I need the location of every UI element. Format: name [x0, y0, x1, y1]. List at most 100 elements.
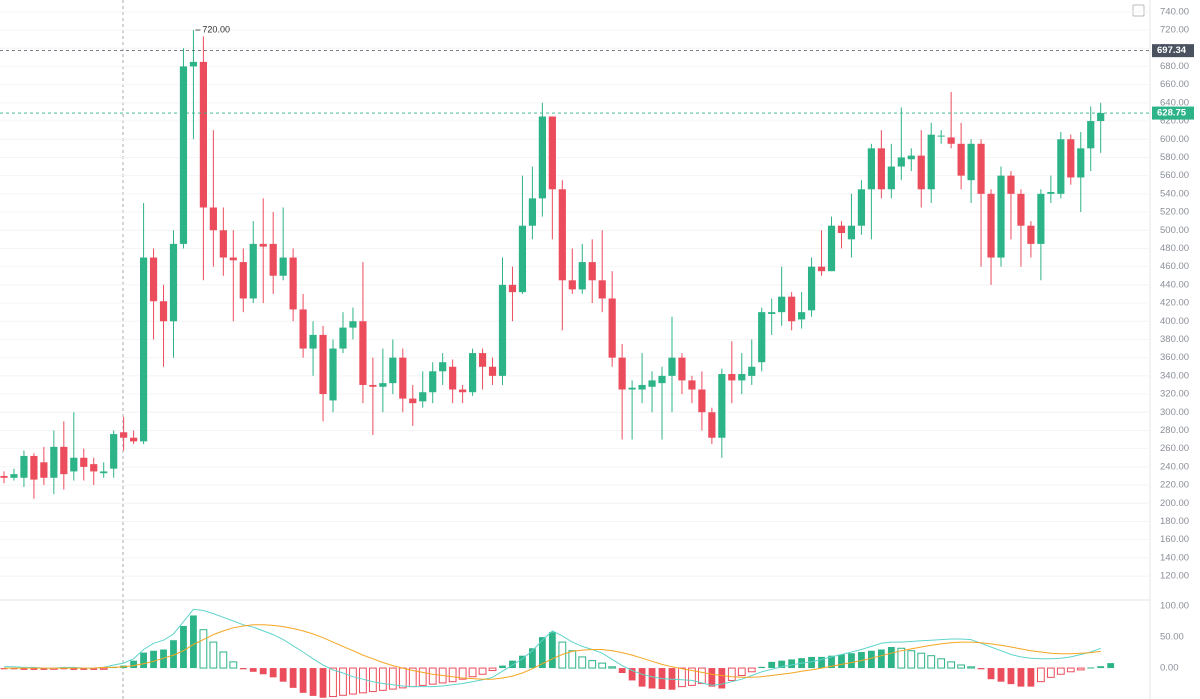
candle-body: [120, 432, 128, 438]
candle-body: [249, 243, 257, 299]
histogram-bar: [1107, 663, 1115, 669]
candle-body: [359, 321, 367, 385]
histogram-bar: [289, 668, 297, 688]
settings-icon[interactable]: [1132, 4, 1145, 17]
histogram-bar: [1017, 668, 1025, 687]
histogram-bar: [170, 640, 177, 669]
histogram-bar: [678, 667, 686, 688]
candle-body: [817, 266, 826, 272]
y-tick-label: 740.00: [1160, 6, 1189, 17]
candle-body: [977, 143, 985, 194]
histogram-bar: [319, 668, 327, 698]
histogram-bar: [488, 667, 497, 672]
histogram-bar: [519, 655, 526, 669]
histogram-bar: [708, 668, 716, 687]
histogram-bar: [279, 668, 287, 682]
candle-body: [139, 257, 148, 442]
histogram-bar: [838, 654, 845, 669]
candle-body: [867, 148, 875, 190]
candle-body: [60, 446, 68, 475]
candle-body: [698, 389, 706, 413]
histogram-bar: [509, 660, 516, 669]
y-tick-label: 160.00: [1160, 534, 1189, 545]
candle-body: [468, 353, 477, 393]
candle-body: [518, 225, 527, 293]
candle-body: [379, 383, 387, 387]
candle-body: [628, 387, 636, 390]
histogram-bar: [398, 667, 407, 689]
histogram-bar: [1046, 667, 1055, 678]
histogram-bar: [309, 668, 317, 696]
y-tick-label: 360.00: [1160, 352, 1189, 363]
histogram-bar: [329, 667, 337, 698]
y-tick-label: 520.00: [1160, 207, 1189, 218]
candle-body: [658, 375, 666, 384]
histogram-bar: [150, 650, 157, 669]
histogram-bar: [828, 655, 835, 669]
labels: 120.00 140.00 160.00 180.00 200.00 220.00 240.…: [202, 6, 1194, 674]
candle-body: [798, 312, 806, 320]
y-tick-label: 320.00: [1160, 389, 1189, 400]
y-tick-label: 140.00: [1160, 552, 1189, 563]
histogram-bar: [947, 661, 956, 669]
histogram-bar: [70, 668, 78, 670]
histogram-bar: [648, 668, 656, 689]
histogram-bar: [60, 668, 68, 670]
y-tick-label: 480.00: [1160, 243, 1189, 254]
histogram-bar: [478, 667, 487, 675]
y-tick-label: 400.00: [1160, 316, 1189, 327]
candle-body: [279, 257, 287, 276]
candle-body: [189, 61, 198, 67]
y-tick-label: 240.00: [1160, 461, 1189, 472]
candle-body: [159, 301, 168, 322]
candle-body: [947, 137, 955, 144]
marks: [0, 29, 1150, 698]
candle-body: [997, 175, 1005, 258]
histogram-bar: [548, 632, 556, 669]
candle-body: [1087, 121, 1095, 149]
histogram-bar: [40, 668, 48, 670]
candle-body: [70, 457, 78, 472]
candle-body: [588, 262, 596, 281]
high-marker-label: 720.00: [202, 24, 230, 34]
histogram-bar: [30, 668, 38, 670]
candle-body: [488, 366, 497, 376]
histogram-bar: [538, 637, 546, 669]
histogram-bar: [458, 667, 467, 680]
candle-body: [618, 357, 626, 390]
candle-body: [349, 321, 357, 328]
histogram-bar: [1036, 667, 1045, 683]
candle-body: [1077, 148, 1085, 178]
histogram-bar: [180, 625, 187, 669]
candle-body: [498, 284, 507, 376]
histogram-bar: [1097, 666, 1105, 669]
candle-body: [897, 157, 905, 167]
histogram-bar: [10, 668, 18, 670]
histogram-bar: [867, 650, 875, 669]
y-tick-label: 280.00: [1160, 425, 1189, 436]
candle-body: [449, 366, 457, 390]
candle-body: [419, 392, 427, 402]
histogram-bar: [140, 652, 147, 669]
histogram-bar: [160, 649, 167, 669]
candle-body: [768, 312, 776, 314]
candle-body: [239, 262, 247, 299]
y-tick-label: 660.00: [1160, 79, 1189, 90]
histogram-bar: [529, 648, 536, 669]
histogram-bar: [339, 667, 347, 696]
candle-body: [259, 243, 267, 247]
y-tick-label: 540.00: [1160, 188, 1189, 199]
candle-body: [678, 357, 686, 381]
candle-body: [319, 334, 327, 395]
y-tick-label: 500.00: [1160, 225, 1189, 236]
histogram-bar: [239, 668, 247, 670]
candle-body: [269, 243, 277, 276]
histogram-bar: [937, 658, 946, 669]
candle-body: [827, 225, 836, 272]
candle-body: [708, 412, 716, 438]
candle-body: [100, 471, 108, 474]
candle-body: [80, 457, 88, 467]
histogram-bar: [907, 650, 916, 669]
histogram-bar: [349, 667, 357, 695]
candle-body: [967, 143, 975, 181]
